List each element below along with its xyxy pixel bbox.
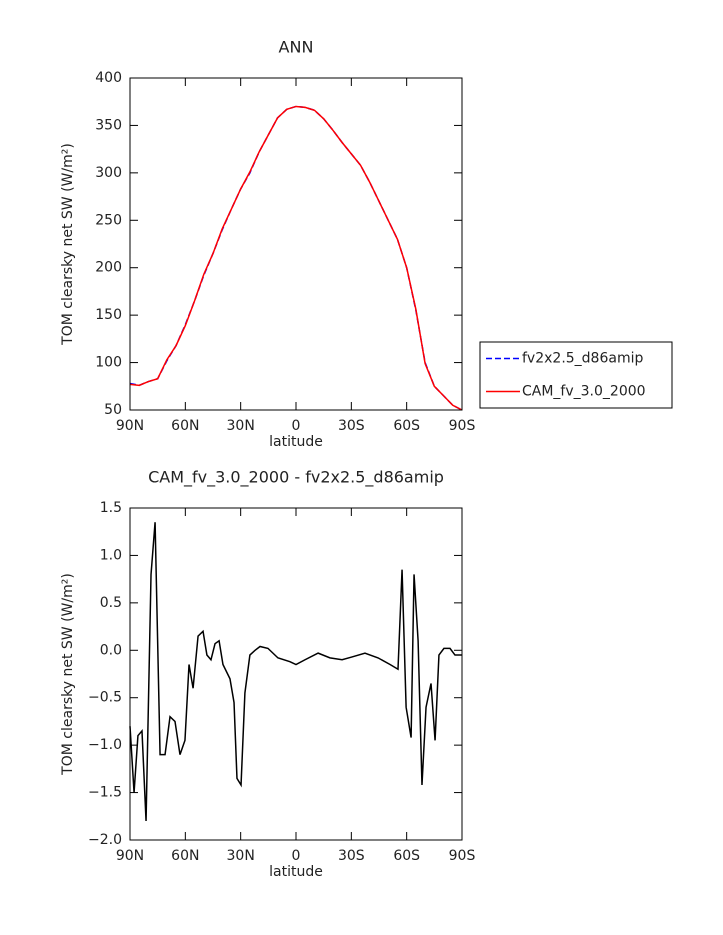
x-tick-label: 60N <box>171 848 199 864</box>
y-tick-label: 350 <box>95 117 122 133</box>
x-axis-label: latitude <box>269 434 323 450</box>
legend-label: fv2x2.5_d86amip <box>522 351 643 367</box>
x-tick-label: 60S <box>393 848 420 864</box>
data-line <box>129 522 462 822</box>
legend-box <box>479 341 673 409</box>
y-tick-label: 0.0 <box>100 642 122 658</box>
y-tick-label: 400 <box>95 70 122 86</box>
y-tick-label: 300 <box>95 165 122 181</box>
chart-title: ANN <box>279 38 314 57</box>
y-tick-label: −1.5 <box>88 785 122 801</box>
plot-frame <box>129 77 463 411</box>
x-tick-label: 0 <box>292 848 301 864</box>
x-axis-label: latitude <box>269 864 323 880</box>
y-tick-label: 150 <box>95 307 122 323</box>
y-tick-label: 1.0 <box>100 547 122 563</box>
x-tick-label: 90S <box>449 848 476 864</box>
x-tick-label: 30N <box>227 418 255 434</box>
y-axis-label: TOM clearsky net SW (W/m²) <box>60 143 76 346</box>
y-tick-label: 1.5 <box>100 500 122 516</box>
x-tick-label: 60S <box>393 418 420 434</box>
y-tick-label: 100 <box>95 355 122 371</box>
x-tick-label: 30N <box>227 848 255 864</box>
y-axis-label: TOM clearsky net SW (W/m²) <box>60 573 76 776</box>
y-tick-label: −1.0 <box>88 737 122 753</box>
y-tick-label: −2.0 <box>88 832 122 848</box>
x-tick-label: 90N <box>116 848 144 864</box>
y-tick-label: −0.5 <box>88 690 122 706</box>
x-tick-label: 30S <box>338 848 365 864</box>
data-line <box>129 105 463 411</box>
x-tick-label: 0 <box>292 418 301 434</box>
y-tick-label: 250 <box>95 212 122 228</box>
y-tick-label: 0.5 <box>100 595 122 611</box>
x-tick-label: 90S <box>449 418 476 434</box>
x-tick-label: 30S <box>338 418 365 434</box>
data-line <box>129 105 463 411</box>
y-tick-label: 200 <box>95 260 122 276</box>
chart-title: CAM_fv_3.0_2000 - fv2x2.5_d86amip <box>148 468 444 488</box>
x-tick-label: 90N <box>116 418 144 434</box>
x-tick-label: 60N <box>171 418 199 434</box>
legend-label: CAM_fv_3.0_2000 <box>522 384 646 400</box>
y-tick-label: 50 <box>104 402 122 418</box>
